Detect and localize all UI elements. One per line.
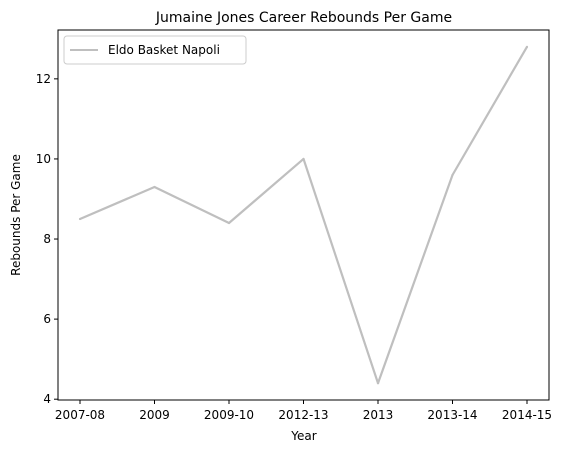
chart-title: Jumaine Jones Career Rebounds Per Game [155,10,452,26]
legend-label: Eldo Basket Napoli [108,43,220,57]
x-tick-label: 2007-08 [55,408,105,422]
x-axis-ticks: 2007-08 2009 2009-10 2012-13 2013 2013-14 2014… [55,400,552,422]
y-tick-label: 12 [36,72,51,86]
data-point [78,217,82,221]
y-tick-label: 10 [36,152,51,166]
x-tick-label: 2013 [363,408,394,422]
x-tick-label: 2013-14 [427,408,477,422]
y-axis-label: Rebounds Per Game [9,154,23,276]
x-tick-label: 2009 [139,408,170,422]
data-point [227,221,231,225]
y-tick-label: 8 [43,232,51,246]
legend: Eldo Basket Napoli [63,35,247,65]
y-tick-label: 4 [43,392,51,406]
data-point [153,185,156,189]
legend-box [63,35,247,65]
data-point [451,173,454,177]
series-layer [78,45,529,385]
plot-area-frame [57,29,550,401]
y-tick-label: 6 [43,312,51,326]
x-tick-label: 2014-15 [502,408,552,422]
y-axis-ticks: 4 6 8 10 12 [36,72,58,406]
x-tick-label: 2009-10 [204,408,254,422]
data-point [525,45,529,48]
data-point [302,157,305,161]
x-axis-label: Year [290,429,316,443]
series-line [79,46,528,385]
x-tick-label: 2012-13 [278,408,328,422]
data-point [376,382,380,385]
